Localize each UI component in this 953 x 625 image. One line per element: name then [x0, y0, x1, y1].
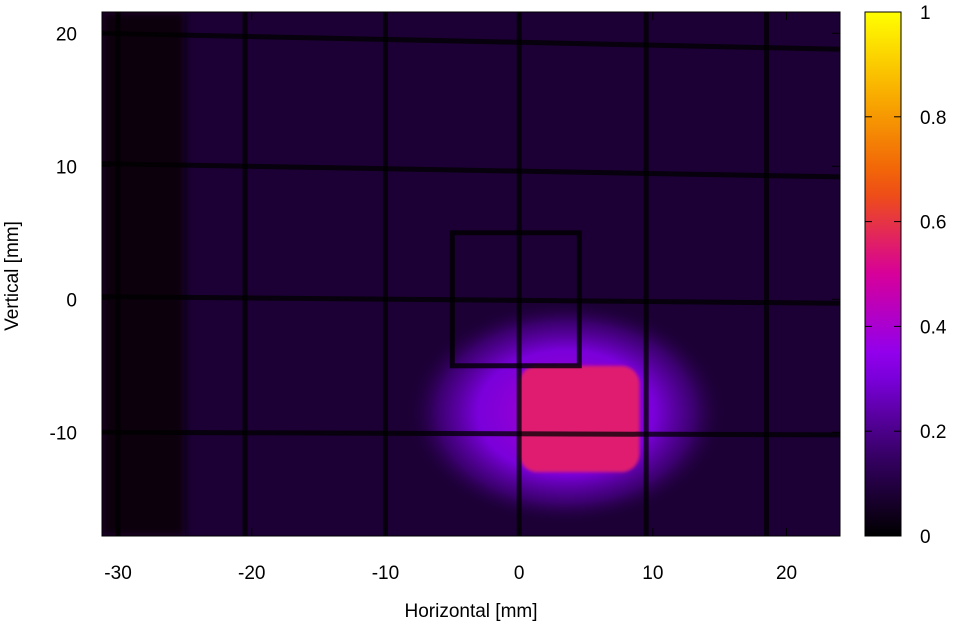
x-tick-label: -30 [104, 563, 131, 584]
x-tick-label: -10 [372, 563, 399, 584]
x-axis: -30 -20 -10 0 10 20 [104, 12, 797, 584]
y-tick-label: 10 [56, 157, 77, 178]
x-tick-label: -20 [238, 563, 265, 584]
x-tick-label: 10 [642, 563, 663, 584]
y-tick-label: 20 [56, 24, 77, 45]
y-axis: -10 0 10 20 [50, 24, 840, 444]
square-frame-shadow [449, 230, 582, 369]
heatmap-dark-edge-band [102, 12, 185, 536]
colorbar-tick-label: 0.6 [920, 213, 946, 234]
wire-shadow-horizontal [102, 294, 840, 306]
beam-core [519, 365, 640, 473]
x-axis-label: Horizontal [mm] [404, 601, 537, 622]
y-axis-label: Vertical [mm] [2, 221, 23, 331]
x-tick-label: 0 [514, 563, 525, 584]
colorbar-gradient-bar [864, 11, 902, 537]
wire-shadow-horizontal [102, 429, 840, 438]
colorbar-tick-label: 0.4 [920, 317, 947, 338]
colorbar: 0 0.2 0.4 0.6 0.8 1 [864, 3, 947, 548]
colorbar-tick-label: 0 [920, 527, 931, 548]
plot-border [101, 11, 841, 537]
wire-shadow-horizontal [102, 161, 840, 180]
colorbar-tick-label: 0.2 [920, 422, 946, 443]
colorbar-tick-label: 1 [920, 3, 931, 24]
heatmap-plot-area [102, 12, 840, 536]
wire-shadow-horizontal [102, 30, 840, 52]
y-tick-label: 0 [66, 290, 77, 311]
y-tick-label: -10 [50, 423, 77, 444]
x-tick-label: 20 [776, 563, 797, 584]
colorbar-ticks: 0 0.2 0.4 0.6 0.8 1 [865, 3, 947, 548]
colorbar-tick-label: 0.8 [920, 108, 946, 129]
